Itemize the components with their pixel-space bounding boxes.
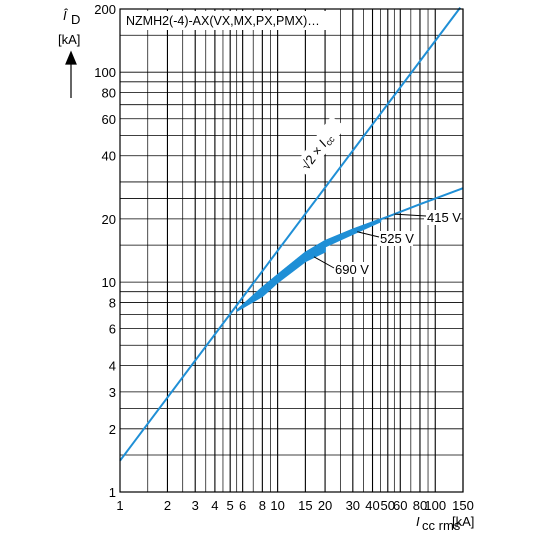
x-tick-label: 2 — [164, 498, 171, 513]
y-axis-subscript: D — [71, 12, 80, 27]
y-tick-labels: 1 2 3 4 6 8 10 20 40 60 80 100 200 — [94, 2, 116, 500]
title-background — [122, 11, 328, 30]
chart-title: NZMH2(-4)-AX(VX,MX,PX,PMX)… — [126, 14, 320, 28]
series-label-text: 525 V — [380, 231, 414, 246]
x-tick-label: 6 — [239, 498, 246, 513]
x-tick-label: 150 — [452, 498, 474, 513]
y-tick-label: 6 — [109, 322, 116, 337]
y-tick-label: 40 — [102, 149, 116, 164]
y-tick-label: 10 — [102, 275, 116, 290]
x-tick-label: 10 — [270, 498, 284, 513]
series-labels: √2 × Icc 415 V 525 V 690 V — [294, 116, 461, 277]
y-tick-label: 60 — [102, 112, 116, 127]
x-tick-label: 8 — [259, 498, 266, 513]
leader-line — [357, 231, 380, 238]
x-tick-label: 80 — [413, 498, 427, 513]
x-tick-label: 15 — [298, 498, 312, 513]
x-tick-label: 1 — [116, 498, 123, 513]
series-label-text: 415 V — [427, 210, 461, 225]
y-axis-arrow-icon — [65, 50, 77, 98]
y-tick-label: 4 — [109, 359, 116, 374]
y-tick-label: 80 — [102, 86, 116, 101]
series-label-1: 415 V — [394, 210, 461, 225]
y-axis-label: Î D [kA] — [58, 8, 80, 98]
y-tick-label: 3 — [109, 385, 116, 400]
label-background — [424, 210, 460, 225]
x-axis-label: I cc rms [kA] — [416, 514, 474, 533]
series-label-0: √2 × Icc — [294, 116, 346, 177]
x-tick-label: 40 — [365, 498, 379, 513]
x-axis-subscript: cc rms — [422, 518, 461, 533]
x-tick-label: 60 — [393, 498, 407, 513]
y-axis-unit: [kA] — [58, 32, 80, 47]
label-background — [332, 262, 368, 277]
leader-line — [313, 256, 335, 269]
y-tick-label: 100 — [94, 65, 116, 80]
x-tick-label: 20 — [318, 498, 332, 513]
x-tick-label: 3 — [192, 498, 199, 513]
series-line-0 — [119, 6, 461, 462]
series-line-3 — [236, 250, 326, 312]
y-tick-label: 2 — [109, 422, 116, 437]
series-line-1 — [236, 187, 464, 312]
x-tick-label: 50 — [381, 498, 395, 513]
series-line-2 — [236, 220, 382, 312]
label-background — [377, 231, 413, 246]
series-label-3: 690 V — [313, 256, 369, 277]
label-background — [294, 116, 346, 177]
y-tick-label: 8 — [109, 295, 116, 310]
y-axis-symbol: Î — [63, 8, 69, 23]
series-label-text: √2 × Icc — [298, 130, 337, 174]
x-tick-label: 100 — [424, 498, 446, 513]
x-axis-unit: [kA] — [452, 514, 474, 529]
y-tick-label: 1 — [109, 485, 116, 500]
plot-frame — [119, 8, 464, 493]
x-axis-symbol: I — [416, 514, 420, 529]
y-tick-label: 20 — [102, 212, 116, 227]
series-label-text: 690 V — [335, 262, 369, 277]
x-tick-label: 30 — [346, 498, 360, 513]
x-tick-label: 5 — [227, 498, 234, 513]
y-tick-label: 200 — [94, 2, 116, 17]
x-tick-label: 4 — [211, 498, 218, 513]
series-lines — [119, 6, 464, 462]
leader-line — [394, 213, 427, 217]
series-label-2: 525 V — [357, 231, 414, 246]
